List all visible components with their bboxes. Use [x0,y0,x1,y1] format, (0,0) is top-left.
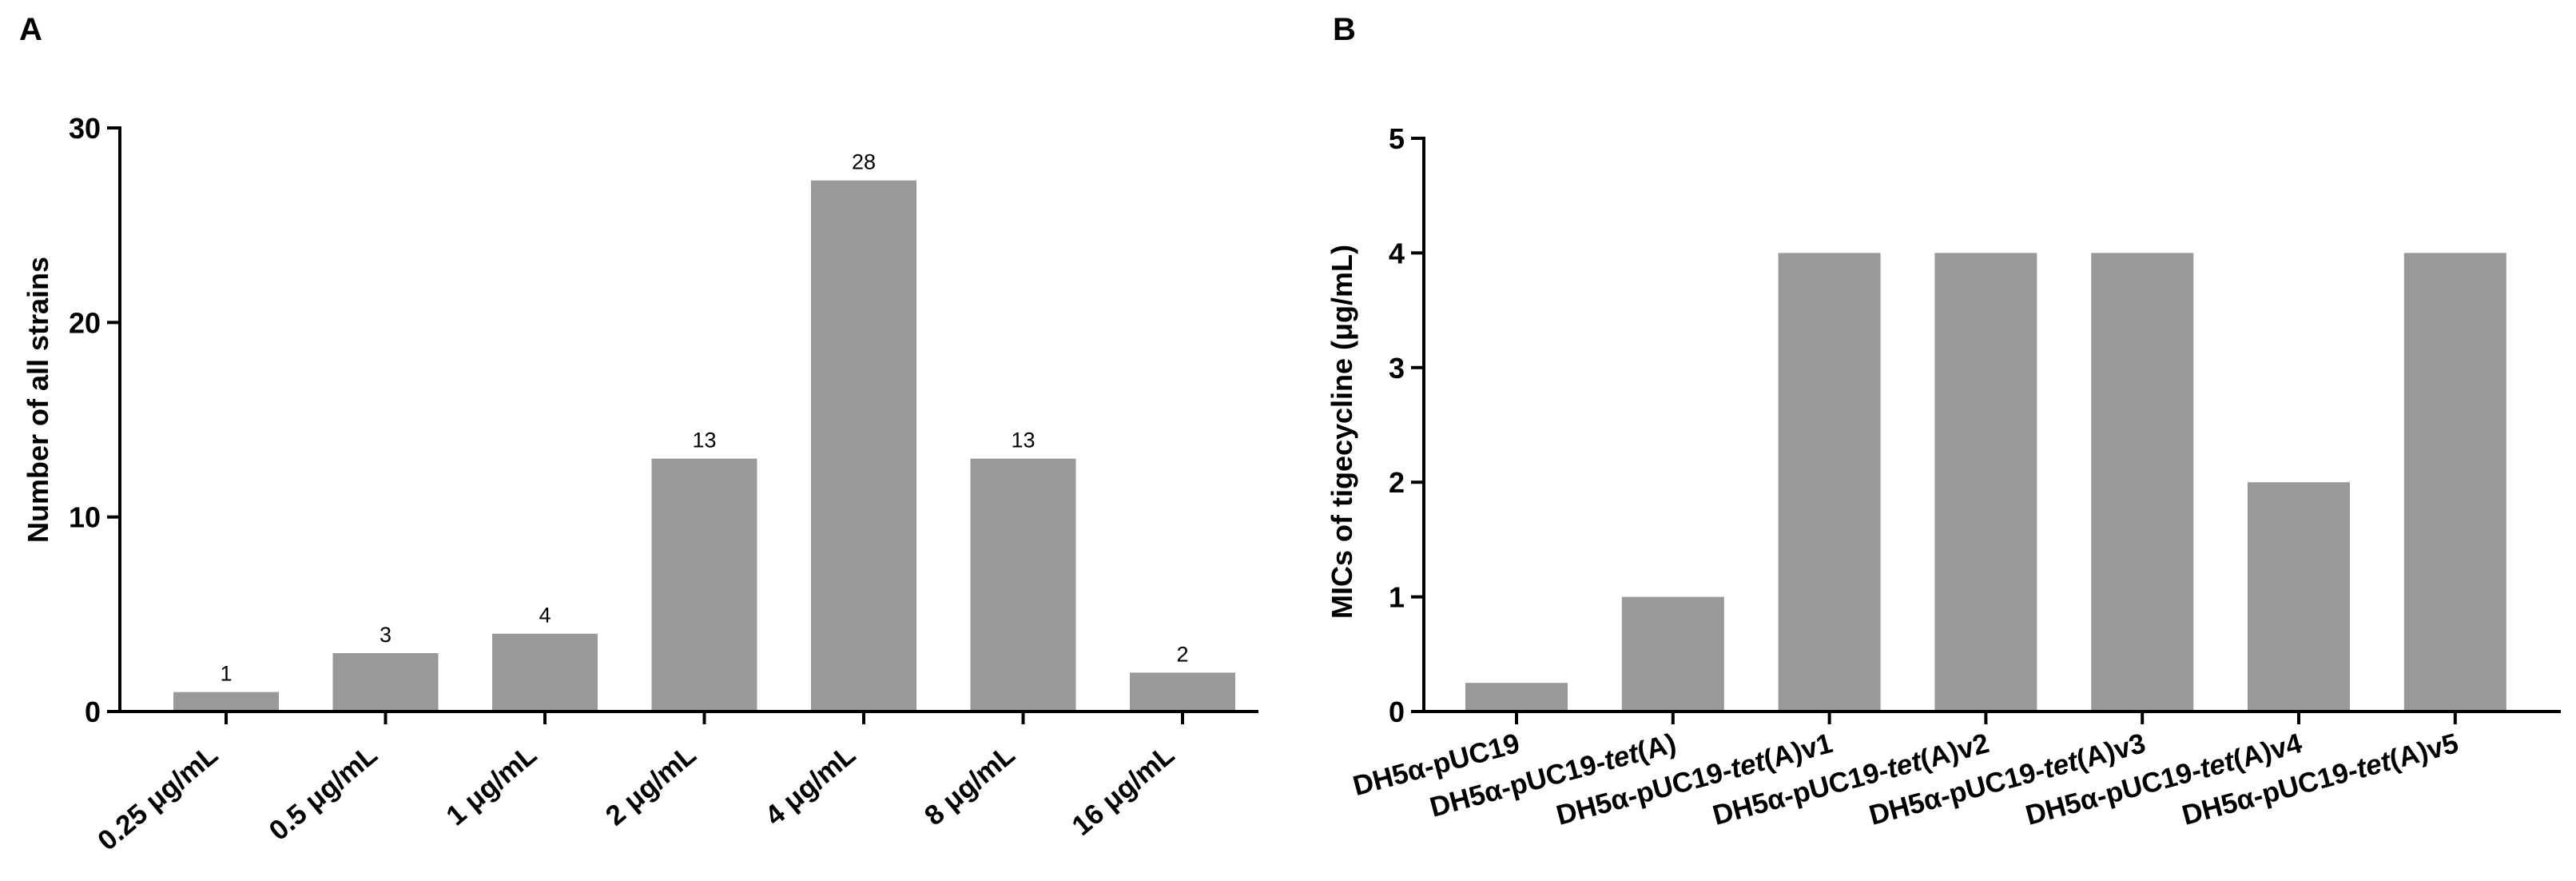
panel-a-x-tick-label: 16 μg/mL [1066,739,1180,842]
panel-a-bar [492,633,598,712]
panel-a-data-label: 13 [1011,429,1035,452]
panel-a-data-label: 3 [380,623,392,647]
panel-b-y-tick-label: 3 [1389,352,1405,385]
panel-a-y-axis-title: Number of all strains [22,257,54,543]
panel-a-y-tick-label: 0 [85,696,101,728]
panel-a-data-label: 2 [1176,642,1188,666]
panel-a-label: A [19,12,42,47]
panel-b-label: B [1333,12,1356,47]
panel-a-bar [173,692,279,712]
panel-a-data-label: 28 [852,150,876,174]
panel-a-x-tick-label: 4 μg/mL [759,739,861,831]
panel-b-y-axis-title: MICs of tigecycline (μg/mL) [1326,245,1358,619]
panel-a-x-tick-label: 0.25 μg/mL [92,739,224,856]
panel-b-chart: B MICs of tigecycline (μg/mL) 012345DH5α… [1326,12,2561,831]
panel-b-y-tick-label: 0 [1389,696,1405,728]
panel-b-bar [1621,596,1724,712]
panel-a-data-label: 13 [692,429,716,452]
panel-a-x-tick-label: 2 μg/mL [600,739,702,831]
panel-a-x-tick-label: 8 μg/mL [919,739,1021,831]
panel-b-bar [1934,253,2037,712]
panel-a-bar [332,653,439,712]
panel-b-bar [2091,253,2194,712]
panel-a-bar [1130,672,1235,712]
panel-b-bar [2248,482,2350,712]
panel-a-bar [970,458,1076,712]
panel-b-y-tick-label: 1 [1389,581,1405,614]
panel-a-chart: A Number of all strains 0 10 20 30 0.25 μg/m… [19,12,1258,857]
panel-b-y-tick-label: 2 [1389,466,1405,499]
panel-a-y-tick-label: 10 [69,501,101,534]
panel-a-y-tick-label: 30 [69,112,101,145]
panel-a-x-tick-label: 1 μg/mL [440,739,543,831]
panel-a-y-tick-label: 20 [69,306,101,339]
panel-b-bar [1465,683,1568,712]
panel-b-y-tick-label: 5 [1389,122,1405,155]
panel-a-bar [811,180,916,712]
panel-a-x-tick-label: 0.5 μg/mL [263,739,383,847]
panel-b-bar [1778,253,1881,712]
panel-a-data-label: 1 [220,662,232,686]
panel-b-y-tick-label: 4 [1389,237,1405,269]
panel-b-bar [2403,253,2506,712]
panel-a-data-label: 4 [539,604,551,628]
panel-a-bar [651,458,757,712]
